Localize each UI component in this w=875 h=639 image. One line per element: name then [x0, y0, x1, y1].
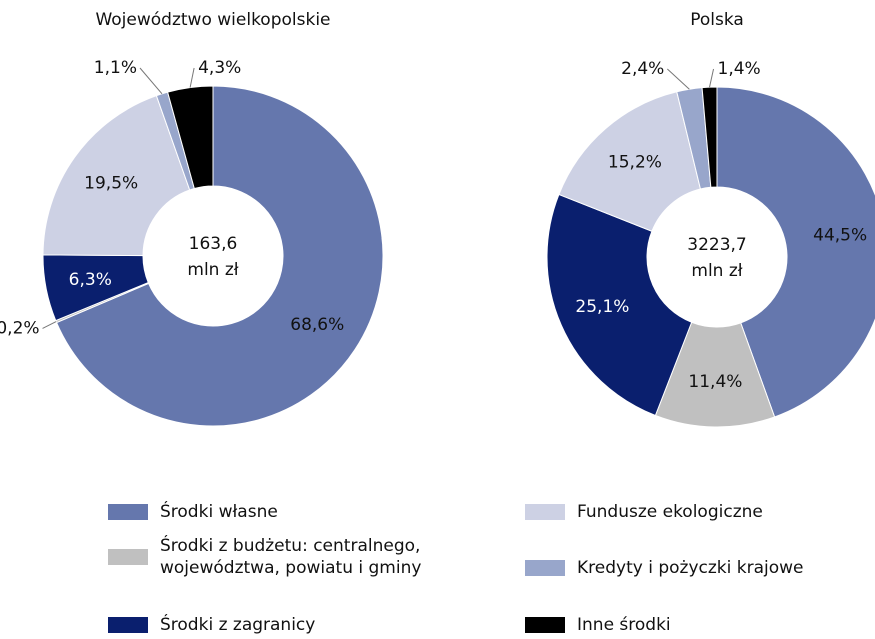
- leader-line: [709, 68, 715, 88]
- data-label: 1,4%: [718, 59, 761, 79]
- center-value: 163,6: [189, 234, 238, 254]
- slice: [546, 193, 693, 417]
- legend-label: Inne środki: [577, 615, 671, 635]
- data-label: 2,4%: [621, 59, 664, 79]
- legend-item: Inne środki: [525, 614, 671, 636]
- data-label: 25,1%: [575, 297, 629, 317]
- legend-item: Kredyty i pożyczki krajowe: [525, 557, 804, 579]
- legend-swatch: [108, 617, 148, 633]
- data-label: 1,1%: [94, 58, 137, 78]
- legend-item: Środki własne: [108, 501, 278, 523]
- chart-title: Polska: [690, 10, 744, 30]
- legend-swatch: [525, 504, 565, 520]
- center-unit: mln zł: [187, 260, 238, 280]
- data-label: 15,2%: [608, 153, 662, 173]
- legend-item: Fundusze ekologiczne: [525, 501, 763, 523]
- slice: [167, 85, 214, 190]
- legend-swatch: [108, 504, 148, 520]
- leader-line: [139, 67, 163, 95]
- center-unit: mln zł: [691, 261, 742, 281]
- legend-swatch: [525, 560, 565, 576]
- slice: [558, 91, 702, 232]
- data-label: 11,4%: [688, 372, 742, 392]
- leader-line: [189, 67, 195, 88]
- legend-swatch: [525, 617, 565, 633]
- chart-title: Województwo wielkopolskie: [95, 10, 330, 30]
- legend-label: Środki z budżetu: centralnego, województ…: [160, 536, 422, 578]
- legend-item: Środki z budżetu: centralnego, województ…: [108, 535, 460, 579]
- slice: [55, 85, 384, 427]
- slice: [701, 86, 718, 188]
- data-label: 4,3%: [198, 58, 241, 78]
- data-label: 0,2%: [0, 318, 40, 338]
- data-label: 44,5%: [813, 226, 867, 246]
- data-label: 6,3%: [69, 270, 112, 290]
- data-label: 68,6%: [290, 315, 344, 335]
- slice: [716, 86, 875, 418]
- legend-label: Środki z zagranicy: [160, 615, 316, 635]
- legend-label: Środki własne: [160, 502, 278, 522]
- legend-item: Środki z zagranicy: [108, 614, 315, 636]
- leader-line: [667, 68, 690, 90]
- legend-label: Kredyty i pożyczki krajowe: [577, 558, 804, 578]
- center-value: 3223,7: [687, 235, 746, 255]
- legend-label: Fundusze ekologiczne: [577, 502, 763, 522]
- slice: [42, 95, 191, 257]
- leader-line: [42, 321, 57, 329]
- legend-swatch: [108, 549, 148, 565]
- data-label: 19,5%: [84, 173, 138, 193]
